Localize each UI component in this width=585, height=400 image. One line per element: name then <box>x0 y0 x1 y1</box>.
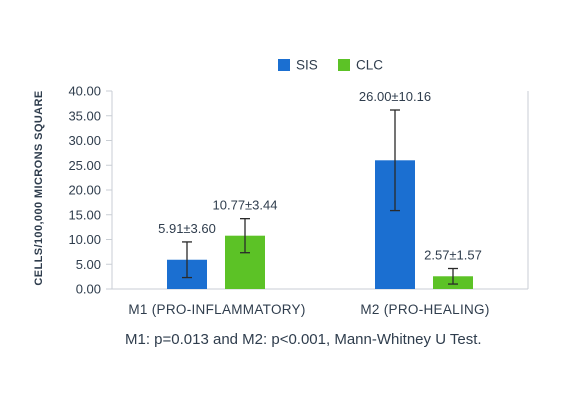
y-tick-label: 0.00 <box>76 282 101 297</box>
x-category-label: M1 (PRO-INFLAMMATORY) <box>128 302 305 317</box>
x-category-label: M2 (PRO-HEALING) <box>360 302 489 317</box>
legend-swatch <box>338 59 350 71</box>
data-label: 2.57±1.57 <box>424 248 482 263</box>
data-label: 26.00±10.16 <box>359 89 431 104</box>
y-tick-label: 35.00 <box>68 108 101 123</box>
y-tick-label: 10.00 <box>68 232 101 247</box>
legend: SIS CLC <box>278 58 383 73</box>
legend-label: SIS <box>296 58 318 73</box>
legend-swatch <box>278 59 290 71</box>
data-labels: 5.91±3.60 26.00±10.16 10.77±3.44 2.57±1.57 <box>158 89 482 262</box>
y-tick-label: 40.00 <box>68 84 101 99</box>
y-tick-label: 30.00 <box>68 133 101 148</box>
statistics-footnote: M1: p=0.013 and M2: p<0.001, Mann-Whitne… <box>125 331 482 348</box>
y-tick-label: 20.00 <box>68 183 101 198</box>
data-label: 10.77±3.44 <box>213 198 278 213</box>
y-axis: 0.00 5.00 10.00 15.00 20.00 25.00 30.00 35.00 40… <box>68 84 113 297</box>
error-bars <box>182 109 458 285</box>
y-tick-label: 25.00 <box>68 158 101 173</box>
y-tick-label: 5.00 <box>76 257 101 272</box>
data-label: 5.91±3.60 <box>158 221 216 236</box>
legend-label: CLC <box>356 58 383 73</box>
y-tick-label: 15.00 <box>68 207 101 222</box>
y-axis-label: CELLS/100,000 MICRONS SQUARE <box>33 90 45 285</box>
